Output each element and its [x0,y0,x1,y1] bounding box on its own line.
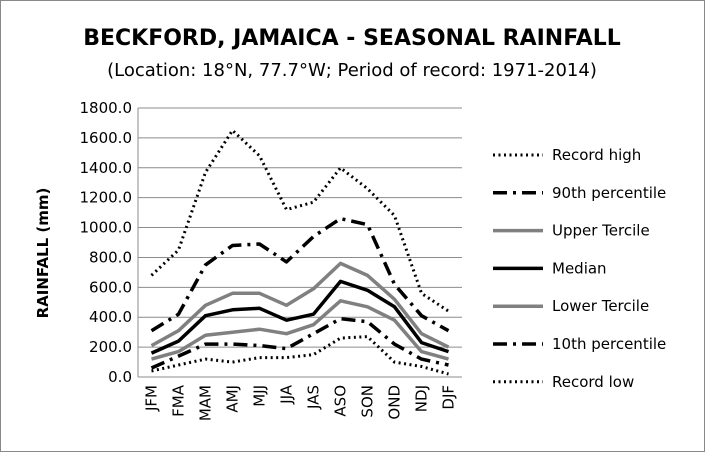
x-tick-label: ASO [332,385,350,417]
axis-layer: 0.0 200.0 400.0 600.0 800.0 1000.0 1200.0 1400.… [80,99,462,421]
legend-label: Median [552,259,607,277]
x-tick-label: MJJ [251,385,269,407]
legend-label: Record high [552,146,641,164]
y-tick-label: 600.0 [89,278,132,296]
legend: Record high 90th percentile Upper Tercile M… [493,146,666,391]
x-tick-label: NDJ [413,385,431,412]
series-line-90th-percentile [150,216,450,333]
y-tick-label: 200.0 [89,338,132,356]
series-layer [150,128,450,376]
legend-label: Lower Tercile [552,297,649,315]
x-tick-label: JAS [305,385,323,410]
y-tick-label: 1600.0 [80,129,133,147]
y-tick-label: 800.0 [89,248,132,266]
x-tick-label: SON [359,385,377,418]
series-line-upper-tercile [150,261,450,349]
legend-label: Record low [552,373,634,391]
legend-label: Upper Tercile [552,222,650,240]
series-line-lower-tercile [151,299,449,361]
chart-subtitle: (Location: 18°N, 77.7°W; Period of recor… [107,60,597,81]
y-tick-label: 1800.0 [80,99,133,117]
x-tick-label: JJA [278,384,296,405]
x-tick-label: AMJ [224,385,242,413]
series-line-record-low [151,335,449,376]
y-tick-label: 1000.0 [80,219,133,237]
chart-title: BECKFORD, JAMAICA - SEASONAL RAINFALL [83,26,621,51]
series-line-10th-percentile [150,316,449,370]
legend-label: 10th percentile [552,335,666,353]
x-tick-label: MAM [197,385,215,421]
legend-label: 90th percentile [552,184,666,202]
x-tick-label: FMA [170,384,188,417]
y-tick-label: 1200.0 [80,189,133,207]
series-line-record-high [150,128,450,313]
y-tick-label: 400.0 [89,308,132,326]
y-tick-label: 0.0 [108,368,132,386]
x-tick-label: OND [386,385,404,420]
series-line-median [150,279,450,355]
x-tick-label: DJF [440,385,458,410]
x-tick-label: JFM [143,385,161,412]
y-axis-label: RAINFALL (mm) [34,188,52,319]
y-tick-label: 1400.0 [80,159,133,177]
